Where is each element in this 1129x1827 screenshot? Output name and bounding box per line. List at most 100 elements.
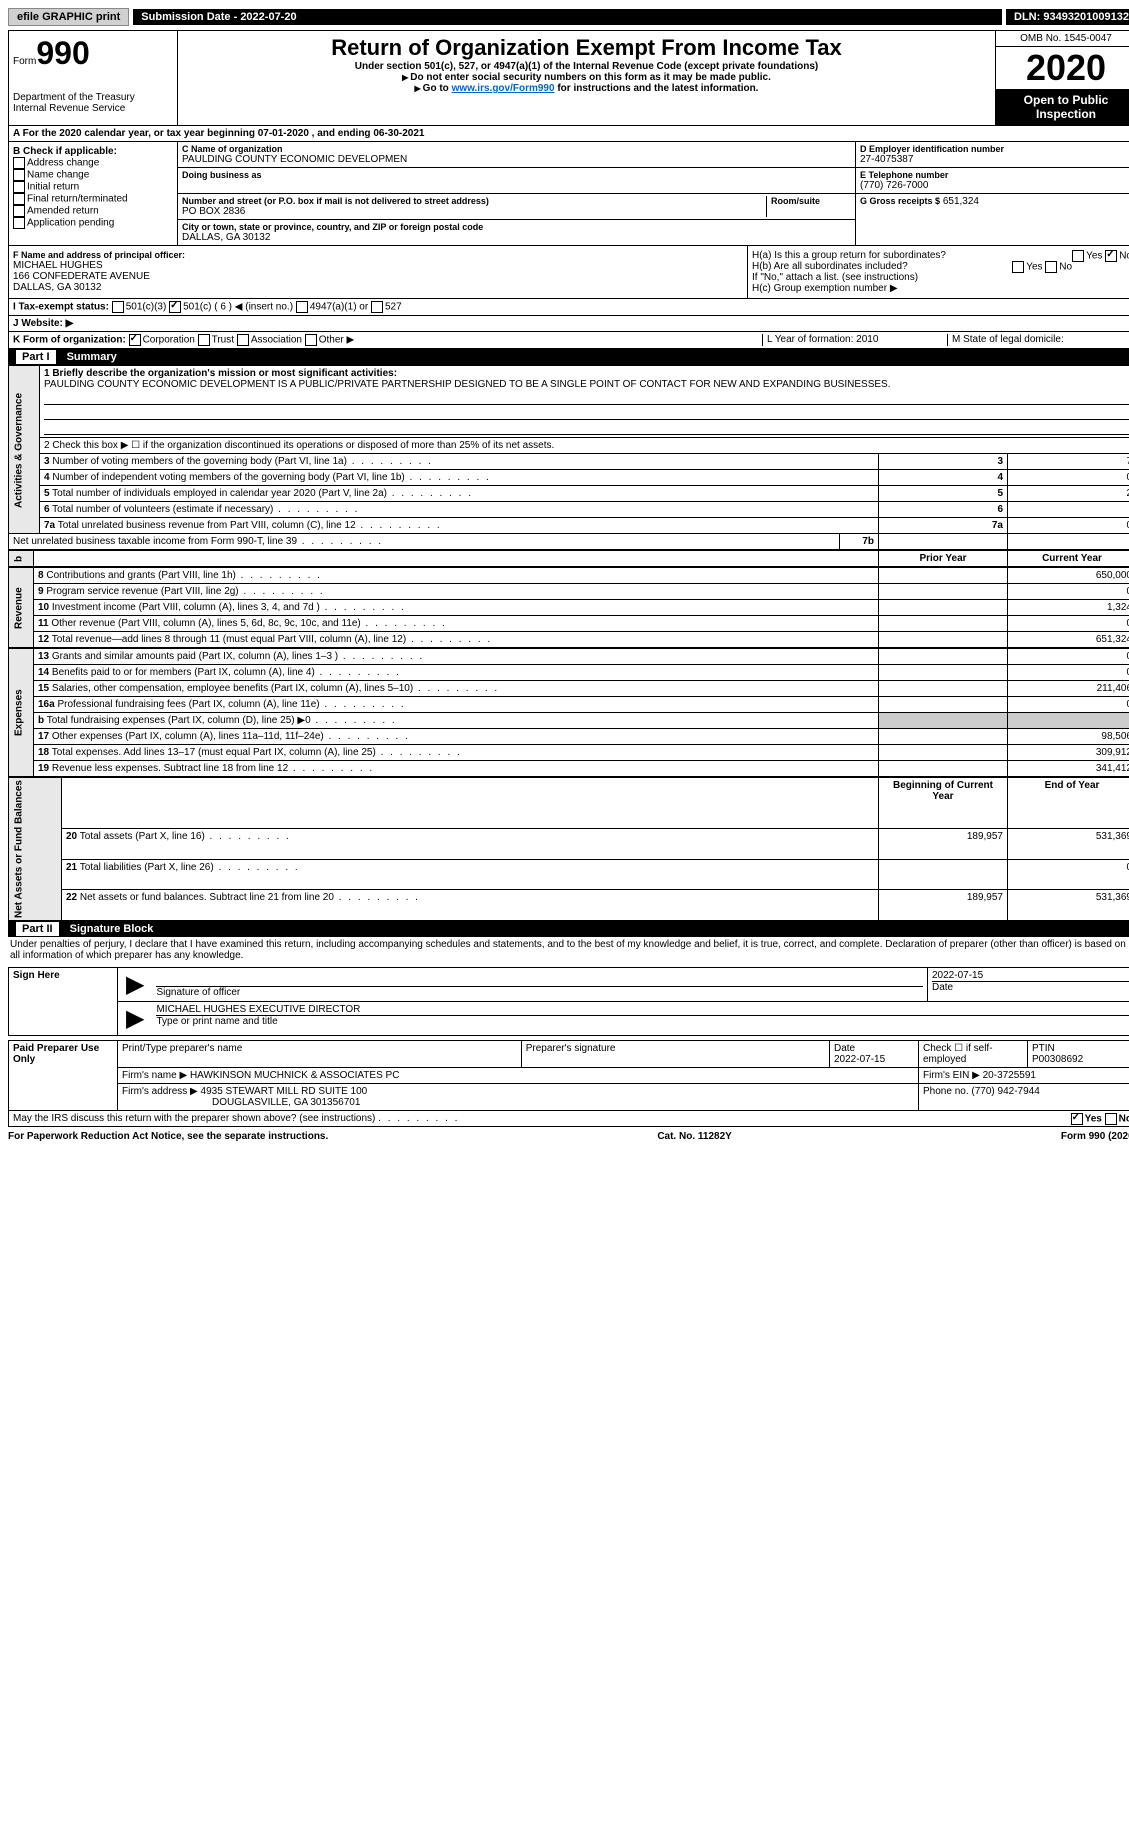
form-title: Return of Organization Exempt From Incom…: [182, 35, 991, 61]
top-bar: efile GRAPHIC print Submission Date - 20…: [8, 8, 1129, 26]
prior-val: [879, 584, 1008, 600]
omb-number: OMB No. 1545-0047: [996, 31, 1129, 47]
current-val: 0: [1008, 665, 1129, 681]
section-a: A For the 2020 calendar year, or tax yea…: [8, 126, 1129, 142]
hc-label: H(c) Group exemption number ▶: [752, 283, 1129, 294]
c-name-label: C Name of organization: [182, 144, 851, 154]
prior-val: [879, 761, 1008, 777]
cb-other[interactable]: [305, 334, 317, 346]
part2-label: Part II: [16, 922, 59, 936]
cb-pending[interactable]: [13, 217, 25, 229]
line-val: [879, 534, 1008, 550]
cb-amended[interactable]: [13, 205, 25, 217]
prior-val: 189,957: [879, 829, 1008, 860]
cb-501c3[interactable]: [112, 301, 124, 313]
firm-addr-label: Firm's address ▶: [122, 1086, 198, 1097]
expenses-table: Expenses13 Grants and similar amounts pa…: [8, 648, 1129, 777]
part1-title: Summary: [67, 351, 117, 363]
sig-officer-label: Signature of officer: [156, 987, 923, 998]
may-yes[interactable]: [1071, 1113, 1083, 1125]
efile-btn[interactable]: efile GRAPHIC print: [8, 8, 129, 26]
line-text: 3 Number of voting members of the govern…: [40, 454, 879, 470]
vlabel: Expenses: [9, 649, 34, 777]
cb-corp[interactable]: [129, 334, 141, 346]
open-public: Open to Public Inspection: [996, 89, 1129, 125]
f-box: F Name and address of principal officer:…: [9, 246, 747, 298]
line-text: 13 Grants and similar amounts paid (Part…: [34, 649, 879, 665]
cb-assoc[interactable]: [237, 334, 249, 346]
irs-link[interactable]: www.irs.gov/Form990: [452, 83, 555, 94]
cb-name[interactable]: [13, 169, 25, 181]
cb-final[interactable]: [13, 193, 25, 205]
city-label: City or town, state or province, country…: [182, 222, 851, 232]
current-val: 1,324: [1008, 600, 1129, 616]
part2-title: Signature Block: [70, 923, 154, 935]
prep-sig-label: Preparer's signature: [521, 1041, 829, 1068]
current-val: 309,912: [1008, 745, 1129, 761]
line-text: 14 Benefits paid to or for members (Part…: [34, 665, 879, 681]
prep-name-label: Print/Type preparer's name: [118, 1041, 522, 1068]
line1-label: 1 Briefly describe the organization's mi…: [44, 368, 397, 379]
prior-val: [879, 649, 1008, 665]
cb-501c[interactable]: [169, 301, 181, 313]
dept-label: Department of the Treasury: [13, 92, 173, 103]
sig-arrow-1: ▶: [122, 970, 148, 999]
cb-trust[interactable]: [198, 334, 210, 346]
cb-address[interactable]: [13, 157, 25, 169]
line-text: 20 Total assets (Part X, line 16): [62, 829, 879, 860]
prior-val: [879, 600, 1008, 616]
cb-initial[interactable]: [13, 181, 25, 193]
part1-label: Part I: [16, 350, 56, 364]
current-val: 0: [1008, 697, 1129, 713]
irs-label: Internal Revenue Service: [13, 103, 173, 114]
col-c: C Name of organization PAULDING COUNTY E…: [178, 142, 855, 245]
prior-val: [879, 568, 1008, 584]
ha-no[interactable]: [1105, 250, 1117, 262]
vlabel: Net Assets or Fund Balances: [9, 778, 62, 921]
prior-val: [879, 632, 1008, 648]
ptin: P00308692: [1032, 1054, 1083, 1065]
hb-yes[interactable]: [1012, 261, 1024, 273]
line-text: 22 Net assets or fund balances. Subtract…: [62, 890, 879, 921]
prior-val: [879, 859, 1008, 890]
dln: DLN: 93493201009132: [1006, 9, 1129, 25]
l-label: L Year of formation: 2010: [762, 334, 947, 346]
officer-row: F Name and address of principal officer:…: [8, 246, 1129, 299]
ha-yes[interactable]: [1072, 250, 1084, 262]
paid-label: Paid Preparer Use Only: [9, 1041, 118, 1111]
line-val: [1008, 502, 1129, 518]
line-box: 7b: [840, 534, 879, 550]
sig-arrow-2: ▶: [122, 1004, 148, 1033]
entity-info: B Check if applicable: Address change Na…: [8, 142, 1129, 246]
date-label: Date: [932, 982, 1129, 993]
line-text: 7a Total unrelated business revenue from…: [40, 518, 879, 534]
d-label: D Employer identification number: [860, 144, 1129, 154]
k-label: K Form of organization:: [13, 335, 126, 346]
firm-ein-label: Firm's EIN ▶: [923, 1070, 980, 1081]
i-label: I Tax-exempt status:: [13, 302, 109, 313]
hb-label: H(b) Are all subordinates included?: [752, 261, 908, 272]
current-year-header: Current Year: [1008, 551, 1129, 567]
current-val: 98,506: [1008, 729, 1129, 745]
sig-date: 2022-07-15: [932, 970, 1129, 982]
current-val: 0: [1008, 616, 1129, 632]
check-if: Check ☐ if self-employed: [919, 1041, 1028, 1068]
line-text: 4 Number of independent voting members o…: [40, 470, 879, 486]
part2-header: Part II Signature Block: [8, 921, 1129, 937]
cb-4947[interactable]: [296, 301, 308, 313]
g-label: G Gross receipts $: [860, 196, 940, 206]
firm-phone: (770) 942-7944: [971, 1086, 1039, 1097]
may-no[interactable]: [1105, 1113, 1117, 1125]
line-text: 18 Total expenses. Add lines 13–17 (must…: [34, 745, 879, 761]
h-box: H(a) Is this a group return for subordin…: [747, 246, 1129, 298]
row-j: J Website: ▶: [8, 316, 1129, 332]
goto-prefix: Go to: [415, 83, 452, 94]
hb-no[interactable]: [1045, 261, 1057, 273]
cb-527[interactable]: [371, 301, 383, 313]
may-irs-row: May the IRS discuss this return with the…: [8, 1111, 1129, 1127]
line-text: 5 Total number of individuals employed i…: [40, 486, 879, 502]
pra-notice: For Paperwork Reduction Act Notice, see …: [8, 1131, 328, 1142]
firm-ein: 20-3725591: [983, 1070, 1036, 1081]
firm-name: HAWKINSON MUCHNICK & ASSOCIATES PC: [190, 1070, 399, 1081]
line-text: 19 Revenue less expenses. Subtract line …: [34, 761, 879, 777]
